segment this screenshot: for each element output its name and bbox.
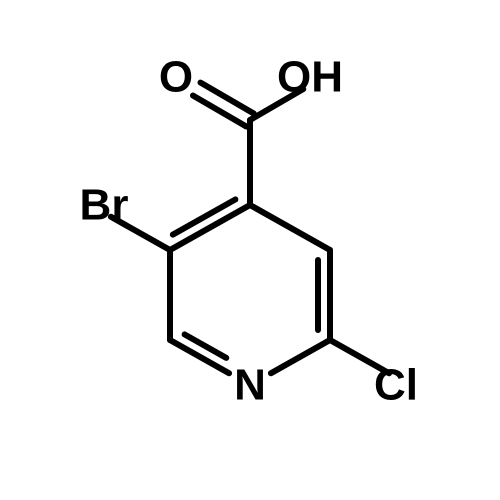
atom-label-cl: Cl xyxy=(374,361,418,410)
bond xyxy=(193,96,246,127)
atom-label-n: N xyxy=(234,361,266,410)
bonds-layer xyxy=(111,83,389,374)
atom-label-o_dbl: O xyxy=(159,53,193,102)
atom-label-br: Br xyxy=(80,181,129,230)
bond xyxy=(271,340,330,373)
bond xyxy=(201,83,254,114)
chemical-structure-diagram: N O OH Br Cl xyxy=(0,0,500,500)
bond xyxy=(250,205,330,250)
atom-label-oh: OH xyxy=(277,53,343,102)
